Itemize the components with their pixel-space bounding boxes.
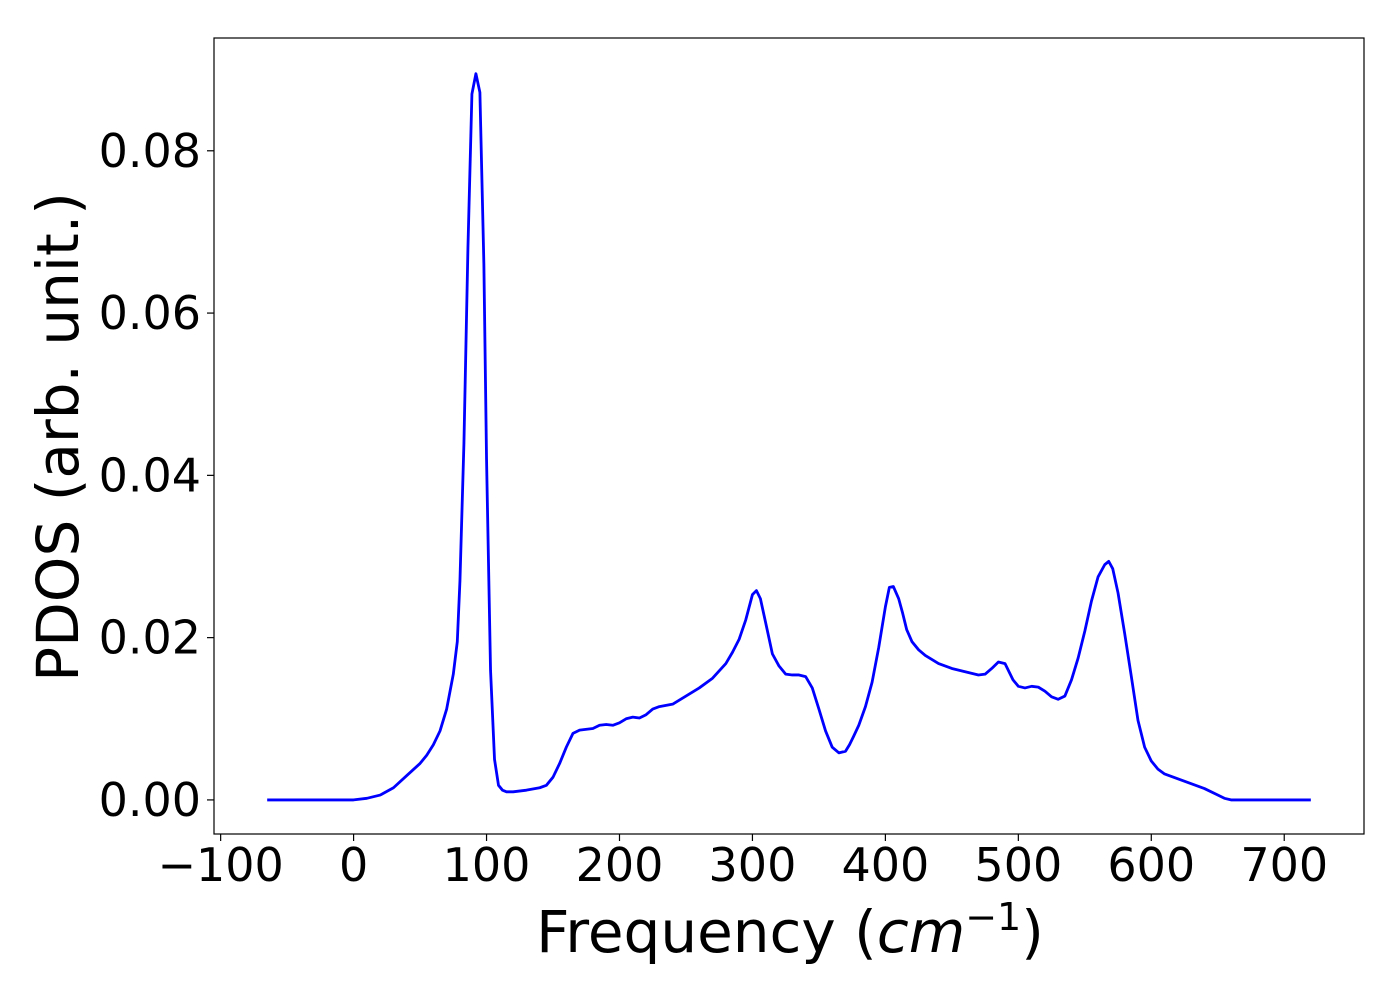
x-axis-ticks: −100 0 100 200 300 400 500 600 700 (157, 834, 1328, 892)
x-tick-label: 100 (443, 838, 531, 892)
y-axis-ticks: 0.00 0.02 0.04 0.06 0.08 (99, 124, 214, 827)
y-tick-label: 0.08 (99, 124, 201, 178)
x-tick-label: 0 (339, 838, 368, 892)
y-tick-label: 0.00 (99, 773, 201, 827)
y-tick-label: 0.02 (99, 611, 201, 665)
data-series (267, 72, 1311, 802)
x-tick-label: 300 (709, 838, 797, 892)
x-axis-label: Frequency (cm−1) (536, 895, 1044, 966)
plot-frame (213, 37, 1365, 835)
x-tick-label: 500 (974, 838, 1062, 892)
y-axis-label: PDOS (arb. unit.) (24, 192, 92, 682)
y-tick-label: 0.04 (99, 448, 201, 502)
x-tick-label: 700 (1240, 838, 1328, 892)
pdos-line (267, 72, 1311, 802)
y-tick-label: 0.06 (99, 286, 201, 340)
x-tick-label: 400 (841, 838, 929, 892)
x-tick-label: −100 (157, 838, 283, 892)
x-tick-label: 600 (1107, 838, 1195, 892)
x-tick-label: 200 (576, 838, 664, 892)
